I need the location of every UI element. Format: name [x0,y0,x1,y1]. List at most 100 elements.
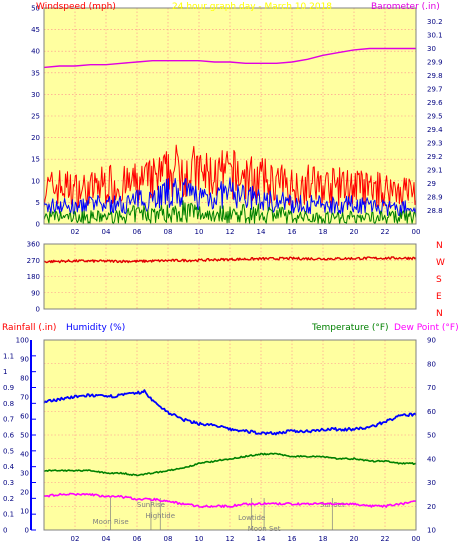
event-marker-label: Moon Rise [93,518,129,526]
direction-degree-tick-label: 270 [27,257,40,265]
dewpoint-series [43,492,417,509]
rainfall-tick-label: 0.4 [3,463,15,471]
x-tick-label: 14 [257,535,266,543]
humidity-temperature-frame [43,339,417,531]
event-marker-label: Lowtide [238,514,265,522]
barometer-tick-label: 29.5 [427,113,443,121]
event-marker-label: SunRise [137,501,165,509]
barometer-tick-label: 30.1 [427,32,443,40]
rainfall-tick-label: 0.6 [3,432,15,440]
barometer-tick-label: 28.9 [427,194,443,202]
barometer-tick-label: 29.7 [427,86,443,94]
windspeed-tick-label: 40 [31,48,40,56]
barometer-tick-label: 29 [427,180,436,188]
x-tick-label: 12 [226,228,235,236]
x-tick-label: 10 [195,228,204,236]
event-marker-label: Moon Set [248,525,281,533]
x-tick-label: 14 [257,228,266,236]
humidity-tick-label: 70 [20,394,29,402]
dewpoint-axis-label: Dew Point (°F) [394,323,459,333]
rainfall-tick-label: 0.1 [3,511,14,519]
wind-average-series [43,177,417,216]
x-tick-label: 04 [102,228,111,236]
temperature-tick-label: 60 [427,408,436,416]
windspeed-tick-label: 5 [36,199,40,207]
temperature-tick-label: 80 [427,360,436,368]
humidity-tick-label: 90 [20,356,29,364]
rainfall-tick-label: 0.9 [3,384,14,392]
x-tick-label: 06 [133,535,142,543]
x-tick-label: 06 [133,228,142,236]
rainfall-tick-label: 0 [3,527,7,535]
x-tick-label: 08 [164,228,173,236]
x-tick-label: 04 [102,535,111,543]
barometer-series [43,47,416,69]
humidity-tick-label: 40 [20,451,29,459]
x-tick-label: 12 [226,535,235,543]
barometer-tick-label: 30.2 [427,18,443,26]
barometer-tick-label: 29.4 [427,126,443,134]
direction-degree-tick-label: 90 [31,289,40,297]
rainfall-tick-label: 0.7 [3,416,14,424]
humidity-tick-label: 50 [20,432,29,440]
wind-direction-series [43,256,417,264]
windspeed-tick-label: 45 [31,26,40,34]
rainfall-tick-label: 1 [3,368,7,376]
wind-gust-series [43,144,417,208]
rainfall-axis-label: Rainfall (.in) [2,323,56,333]
rainfall-tick-label: 0.5 [3,447,14,455]
direction-degree-tick-label: 0 [36,306,40,314]
rainfall-tick-label: 1.1 [3,352,14,360]
windspeed-tick-label: 15 [31,156,40,164]
barometer-tick-label: 29.6 [427,99,443,107]
x-tick-label: 22 [381,228,390,236]
x-tick-label: 02 [71,535,80,543]
x-tick-label: 16 [288,228,297,236]
humidity-tick-label: 20 [20,489,29,497]
windspeed-tick-label: 35 [31,69,40,77]
wind-direction-frame [43,243,417,310]
barometer-tick-label: 29.8 [427,72,443,80]
humidity-tick-label: 60 [20,413,29,421]
direction-degree-tick-label: 360 [27,241,40,249]
compass-tick-label: N [436,309,443,319]
windspeed-tick-label: 50 [31,5,40,13]
windspeed-tick-label: 0 [36,221,40,229]
windspeed-axis-label: Windspeed (mph) [36,2,116,12]
temperature-tick-label: 40 [427,455,436,463]
temperature-axis-label: Temperature (°F) [311,323,389,333]
rainfall-tick-label: 0.2 [3,495,14,503]
compass-tick-label: W [436,258,445,268]
direction-degree-tick-label: 180 [27,273,40,281]
humidity-tick-label: 0 [25,527,29,535]
x-tick-label: 10 [195,535,204,543]
rainfall-tick-label: 0.3 [3,479,14,487]
barometer-tick-label: 29.2 [427,153,443,161]
humidity-tick-label: 80 [20,375,29,383]
x-tick-label: 18 [319,228,328,236]
wind-barometer-panel: 0 5 10 15 20 25 30 35 40 45 50 28.8 28.9 29 29.1 29.2 2… [31,2,443,236]
barometer-axis-label: Barometer (.in) [371,2,440,12]
windspeed-tick-label: 30 [31,91,40,99]
x-tick-label: 20 [350,535,359,543]
x-tick-label: 00 [412,535,421,543]
temperature-tick-label: 30 [427,479,436,487]
x-tick-label: 02 [71,228,80,236]
windspeed-tick-label: 20 [31,134,40,142]
humidity-series [43,389,417,436]
x-tick-label: 16 [288,535,297,543]
x-tick-label: 00 [412,228,421,236]
x-tick-label: 20 [350,228,359,236]
temperature-tick-label: 90 [427,337,436,345]
windspeed-tick-label: 25 [31,113,40,121]
wind-barometer-frame [43,7,417,225]
temperature-tick-label: 10 [427,527,436,535]
compass-tick-label: E [436,292,442,302]
compass-tick-label: N [436,241,443,251]
wind-low-series [43,200,417,225]
barometer-tick-label: 29.9 [427,59,443,67]
barometer-tick-label: 28.8 [427,207,443,215]
